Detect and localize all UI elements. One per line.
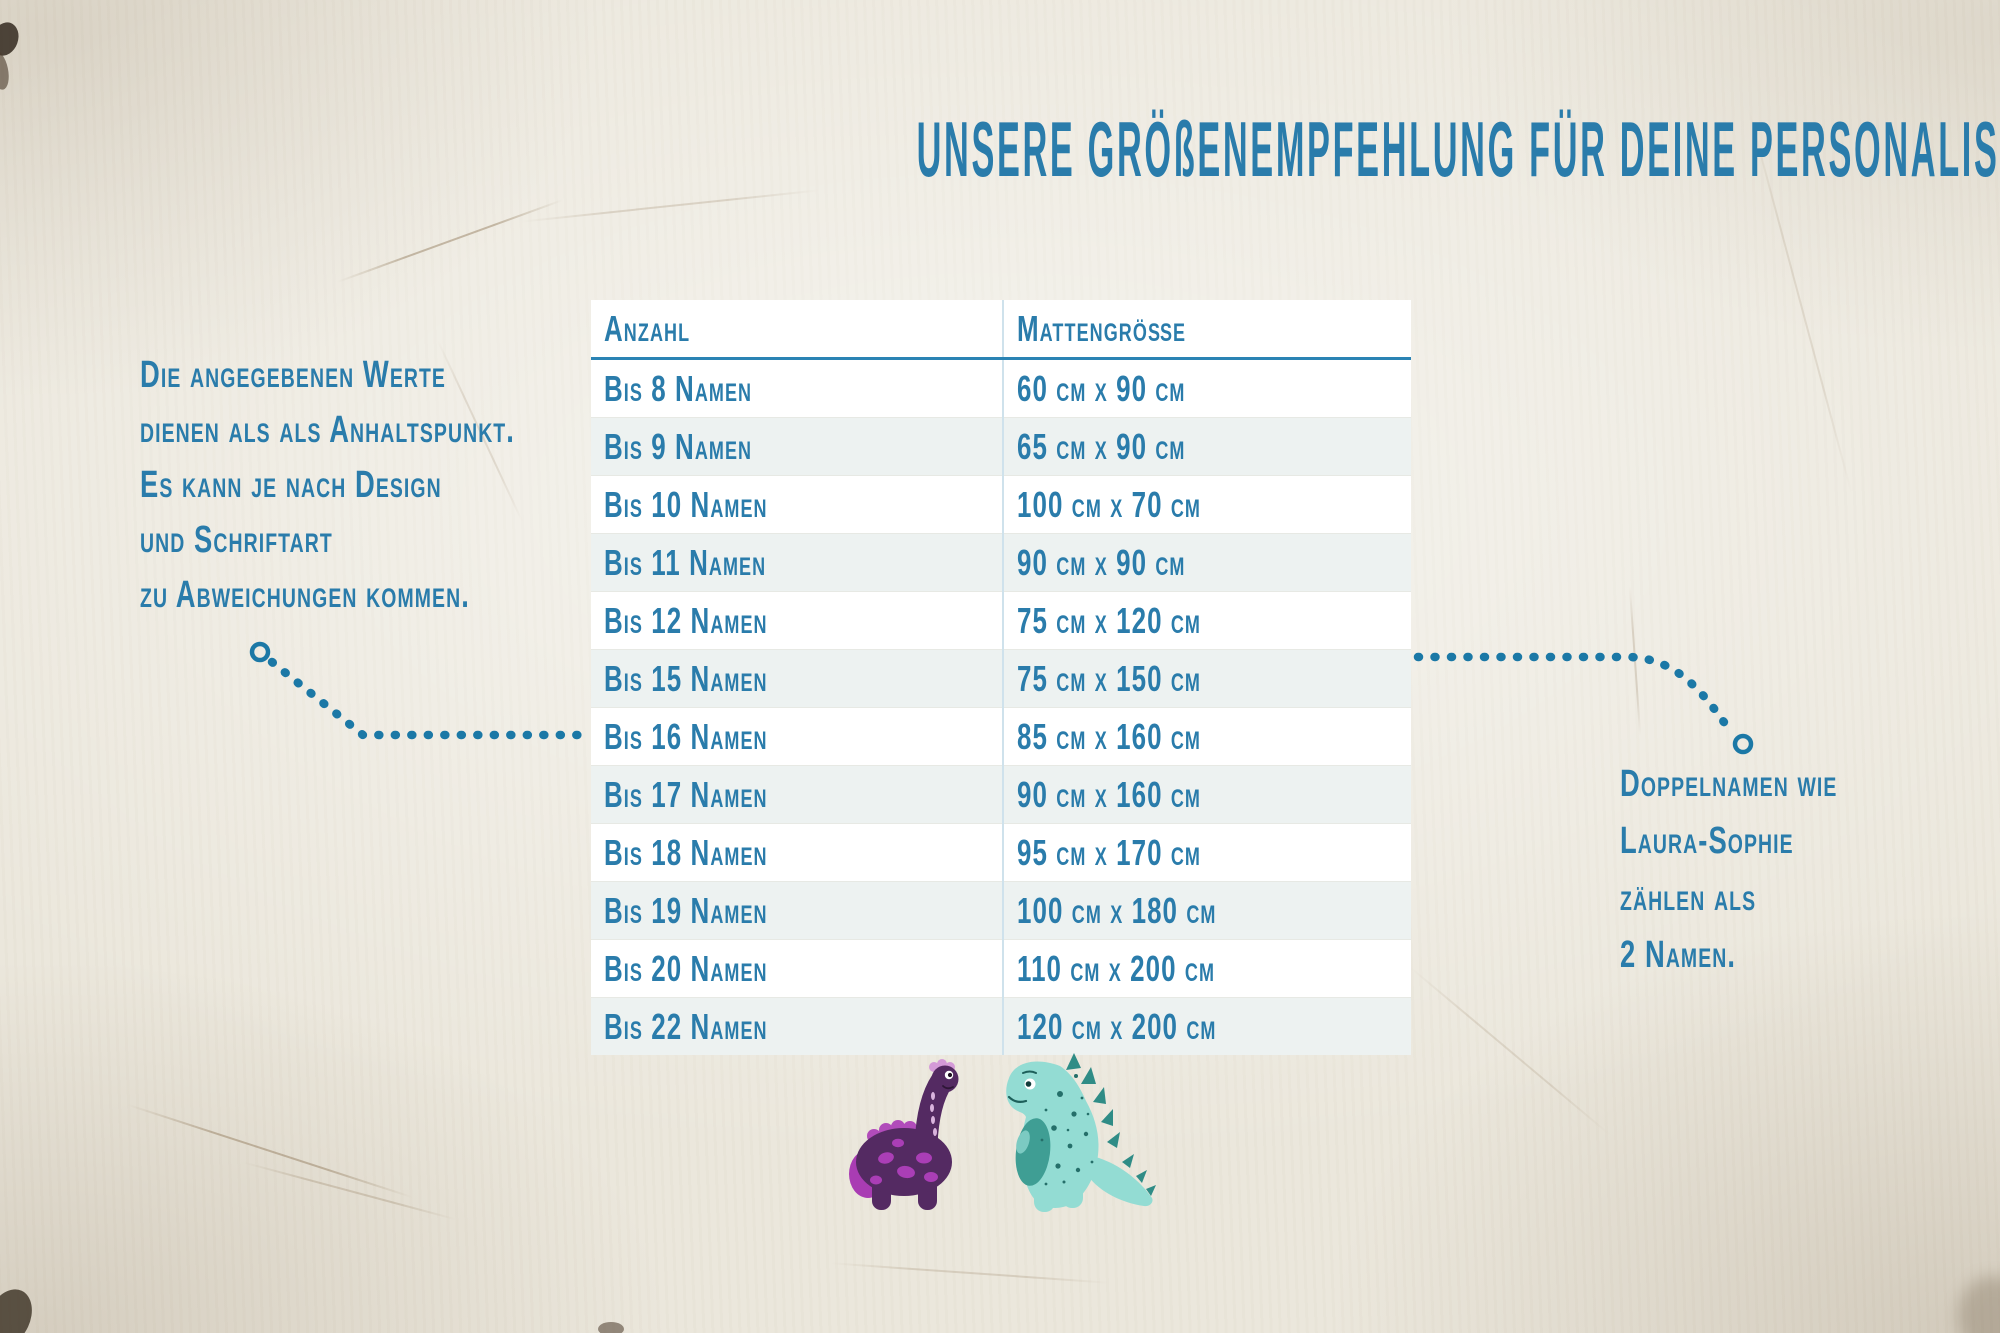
page-title-text: UNSERE GRÖßENEMPFEHLUNG FÜR DEINE PERSON… <box>916 105 2000 193</box>
connector-circle-left <box>249 641 271 663</box>
table-row: Bis 22 Namen 120 cm x 200 cm <box>591 997 1411 1055</box>
note-line: dienen als als Anhaltspunkt. <box>140 409 515 451</box>
paper-scratch <box>1628 586 1642 736</box>
cell-groesse: 75 cm x 120 cm <box>1002 591 1411 650</box>
paper-scratch <box>127 1103 413 1199</box>
cell-groesse: 120 cm x 200 cm <box>1002 997 1411 1055</box>
note-doppelnamen: Doppelnamen wie Laura-Sophie zählen als … <box>1620 756 1922 984</box>
cell-anzahl: Bis 12 Namen <box>604 599 768 641</box>
cell-anzahl: Bis 22 Namen <box>604 1005 768 1047</box>
cell-groesse: 90 cm x 90 cm <box>1002 533 1411 592</box>
cell-anzahl: Bis 16 Namen <box>604 715 768 757</box>
cell-groesse: 65 cm x 90 cm <box>1002 417 1411 476</box>
note-line: zählen als <box>1620 877 1757 919</box>
table-row: Bis 20 Namen 110 cm x 200 cm <box>591 939 1411 998</box>
table-header-row: Anzahl Mattengröße <box>591 300 1411 359</box>
note-line: und Schriftart <box>140 519 333 561</box>
table-row: Bis 9 Namen 65 cm x 90 cm <box>591 417 1411 476</box>
note-line: zu Abweichungen kommen. <box>140 574 470 616</box>
dinosaur-illustration <box>849 1053 1156 1212</box>
col-header-mattengroesse: Mattengröße <box>1002 300 1411 359</box>
table-row: Bis 17 Namen 90 cm x 160 cm <box>591 765 1411 824</box>
cell-anzahl: Bis 19 Namen <box>604 889 768 931</box>
connector-circle-right <box>1732 733 1754 755</box>
cell-groesse: 100 cm x 180 cm <box>1002 881 1411 940</box>
page-title: UNSERE GRÖßENEMPFEHLUNG FÜR DEINE PERSON… <box>0 104 2000 195</box>
table-row: Bis 8 Namen 60 cm x 90 cm <box>591 358 1411 418</box>
note-line: Es kann je nach Design <box>140 464 442 506</box>
note-line: Doppelnamen wie <box>1620 763 1838 805</box>
table-row: Bis 15 Namen 75 cm x 150 cm <box>591 649 1411 708</box>
col-header-anzahl: Anzahl <box>604 307 691 349</box>
right-dotted-line <box>1413 652 1733 733</box>
cell-groesse: 85 cm x 160 cm <box>1002 707 1411 766</box>
paper-speck <box>598 1322 624 1333</box>
cell-anzahl: Bis 20 Namen <box>604 947 768 989</box>
table-row: Bis 16 Namen 85 cm x 160 cm <box>591 707 1411 766</box>
paper-scratch <box>1409 966 1611 1136</box>
cell-anzahl: Bis 8 Namen <box>604 367 753 409</box>
cell-anzahl: Bis 9 Namen <box>604 425 753 467</box>
note-line: Die angegebenen Werte <box>140 354 446 396</box>
cell-groesse: 95 cm x 170 cm <box>1002 823 1411 882</box>
cell-groesse: 75 cm x 150 cm <box>1002 649 1411 708</box>
paper-speck <box>1958 1276 2000 1333</box>
cell-anzahl: Bis 18 Namen <box>604 831 768 873</box>
table-row: Bis 18 Namen 95 cm x 170 cm <box>591 823 1411 882</box>
table-row: Bis 11 Namen 90 cm x 90 cm <box>591 533 1411 592</box>
cell-groesse: 60 cm x 90 cm <box>1002 358 1411 418</box>
note-line: 2 Namen. <box>1620 934 1737 976</box>
cell-anzahl: Bis 15 Namen <box>604 657 768 699</box>
left-dotted-line <box>267 657 596 740</box>
teal-dino <box>1006 1053 1156 1212</box>
cell-groesse: 110 cm x 200 cm <box>1002 939 1411 998</box>
cell-anzahl: Bis 11 Namen <box>604 541 767 583</box>
cell-anzahl: Bis 17 Namen <box>604 773 768 815</box>
size-table: Anzahl Mattengröße Bis 8 Namen 60 cm x 90… <box>591 300 1411 1055</box>
cell-groesse: 90 cm x 160 cm <box>1002 765 1411 824</box>
purple-dino <box>849 1059 959 1210</box>
paper-speck <box>0 18 24 60</box>
table-row: Bis 10 Namen 100 cm x 70 cm <box>591 475 1411 534</box>
paper-scratch <box>243 1161 457 1221</box>
cell-anzahl: Bis 10 Namen <box>604 483 768 525</box>
table-row: Bis 19 Namen 100 cm x 180 cm <box>591 881 1411 940</box>
table-row: Bis 12 Namen 75 cm x 120 cm <box>591 591 1411 650</box>
cell-groesse: 100 cm x 70 cm <box>1002 475 1411 534</box>
paper-scratch <box>336 199 564 283</box>
note-line: Laura-Sophie <box>1620 820 1794 862</box>
paper-scratch <box>830 1262 1110 1284</box>
paper-speck <box>0 1281 41 1333</box>
note-disclaimer: Die angegebenen Werte dienen als als Anh… <box>140 348 661 623</box>
